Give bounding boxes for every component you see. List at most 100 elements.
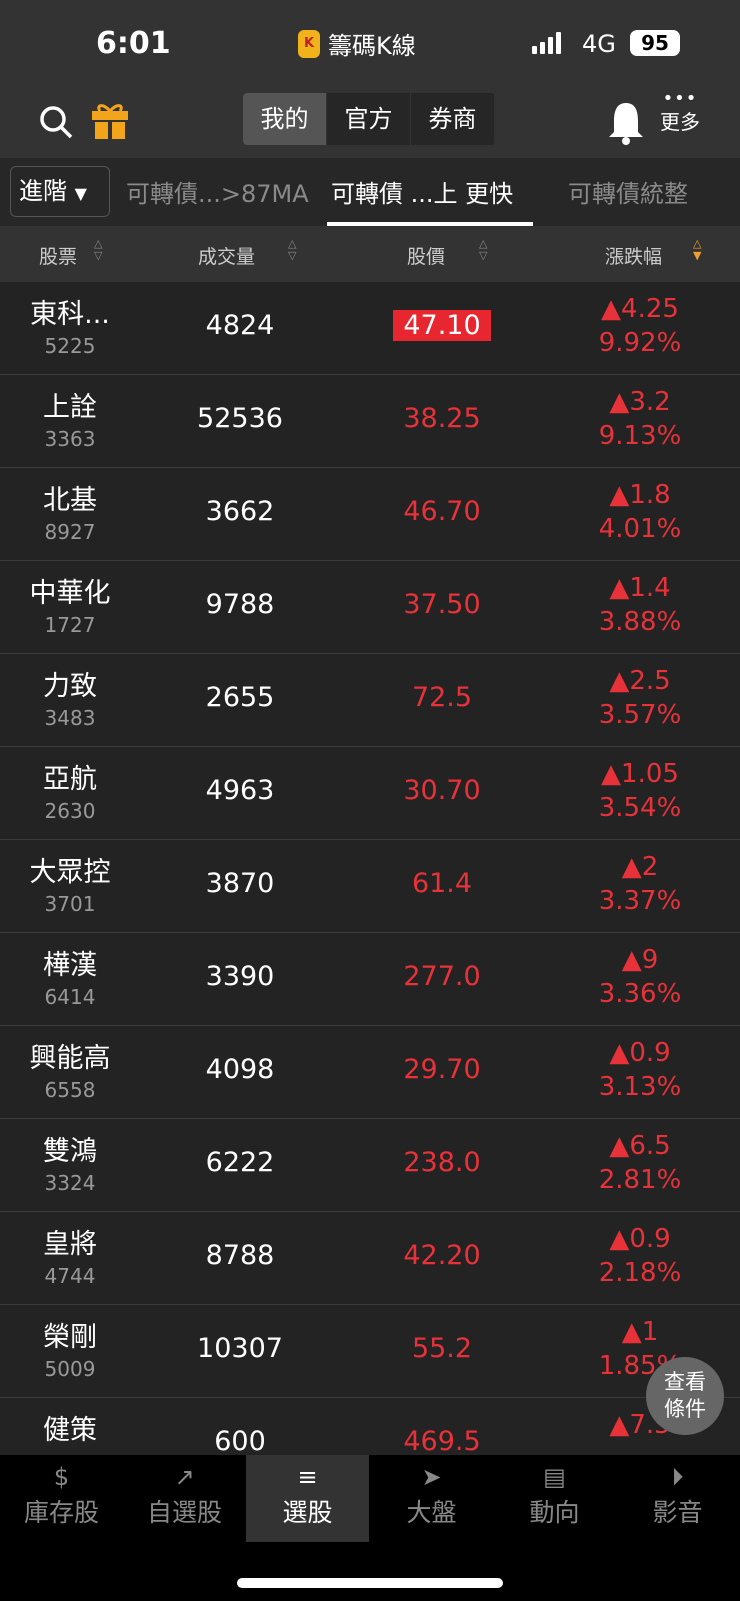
price: 47.10 <box>372 310 512 341</box>
caret-down-icon: ▼ <box>74 184 87 203</box>
bell-icon[interactable] <box>606 100 646 146</box>
network-type: 4G <box>582 30 616 58</box>
volume: 10307 <box>197 1333 283 1364</box>
more-dots-icon: ••• <box>662 88 698 109</box>
price-value: 38.25 <box>403 403 481 434</box>
source-segmented-control: 我的 官方 券商 <box>243 93 495 145</box>
change: ▲6.5 2.81% <box>560 1129 720 1197</box>
volume: 4098 <box>205 1054 275 1085</box>
tab-convertible-faster[interactable]: 可轉債 ...上 更快 <box>331 180 514 208</box>
segment-0[interactable]: 我的 <box>243 93 327 145</box>
news-icon: ▤ <box>543 1463 566 1491</box>
change-percent: 3.36% <box>598 979 682 1009</box>
app-title: K 籌碼K線 <box>298 26 416 61</box>
price-value: 72.5 <box>411 682 473 713</box>
change-amount: ▲2 <box>621 852 659 882</box>
play-circle-icon: ⏵ <box>671 1463 684 1491</box>
col-price[interactable]: 股價 <box>407 246 446 268</box>
sort-desc-active-icon[interactable]: △ ▼ <box>693 237 702 262</box>
price-value: 55.2 <box>411 1333 473 1364</box>
advanced-dropdown[interactable]: 進階 ▼ <box>10 166 110 217</box>
table-row[interactable]: 上詮 3363 52536 38.25 ▲3.2 9.13% <box>0 375 740 468</box>
col-volume[interactable]: 成交量 <box>198 246 256 268</box>
change: ▲2.5 3.57% <box>560 664 720 732</box>
table-row[interactable]: 中華化 1727 9788 37.50 ▲1.4 3.88% <box>0 561 740 654</box>
stock-code: 2630 <box>44 799 96 823</box>
stock-name: 上詮 <box>43 392 97 423</box>
price: 277.0 <box>372 961 512 992</box>
table-row[interactable]: 北基 8927 3662 46.70 ▲1.8 4.01% <box>0 468 740 561</box>
volume: 4824 <box>205 310 275 341</box>
stock-name: 興能高 <box>29 1043 111 1074</box>
table-row[interactable]: 興能高 6558 4098 29.70 ▲0.9 3.13% <box>0 1026 740 1119</box>
more-label: 更多 <box>660 110 700 134</box>
price: 238.0 <box>372 1147 512 1178</box>
table-row[interactable]: 皇將 4744 8788 42.20 ▲0.9 2.18% <box>0 1212 740 1305</box>
price-value: 61.4 <box>411 868 473 899</box>
stock-name: 北基 <box>43 485 97 516</box>
price: 30.70 <box>372 775 512 806</box>
advanced-label: 進階 <box>19 177 67 205</box>
nav-item-4[interactable]: ▤ 動向 <box>493 1455 616 1542</box>
stock-code: 8927 <box>44 520 96 544</box>
stock-list: 東科... 5225 4824 47.10 ▲4.25 9.92% 上詮 3363 52536 3… <box>0 282 740 1455</box>
nav-item-3[interactable]: ➤ 大盤 <box>370 1455 493 1542</box>
table-row[interactable]: 亞航 2630 4963 30.70 ▲1.05 3.54% <box>0 747 740 840</box>
view-conditions-button[interactable]: 查看 條件 <box>646 1357 724 1435</box>
more-button[interactable]: ••• 更多 <box>660 88 700 135</box>
price: 42.20 <box>372 1240 512 1271</box>
change: ▲0.9 2.18% <box>560 1222 720 1290</box>
price-value: 30.70 <box>403 775 481 806</box>
table-row[interactable]: 雙鴻 3324 6222 238.0 ▲6.5 2.81% <box>0 1119 740 1212</box>
tab-convertible-87ma[interactable]: 可轉債...>87MA <box>126 180 309 208</box>
sort-icon[interactable]: △ ▽ <box>288 237 297 262</box>
sort-icon[interactable]: △ ▽ <box>94 237 103 262</box>
volume: 8788 <box>205 1240 275 1271</box>
bottom-nav: $ 庫存股 ↗ 自選股 ≡ 選股 ➤ 大盤 ▤ 動向 ⏵ 影音 <box>0 1455 740 1601</box>
battery-icon: 95 <box>630 30 680 56</box>
search-icon[interactable] <box>38 104 74 140</box>
table-row[interactable]: 樺漢 6414 3390 277.0 ▲9 3.36% <box>0 933 740 1026</box>
chart-line-icon: ↗ <box>174 1463 195 1491</box>
change-amount: ▲1 <box>621 1317 659 1347</box>
change-percent: 3.57% <box>598 700 682 730</box>
money-hand-icon: $ <box>53 1463 70 1491</box>
tab-convertible-summary[interactable]: 可轉債統整 <box>568 180 688 208</box>
nav-item-5[interactable]: ⏵ 影音 <box>616 1455 739 1542</box>
table-row[interactable]: 力致 3483 2655 72.5 ▲2.5 3.57% <box>0 654 740 747</box>
volume: 52536 <box>197 403 283 434</box>
top-bar: 我的 官方 券商 ••• 更多 <box>0 88 740 158</box>
price: 72.5 <box>372 682 512 713</box>
nav-item-1[interactable]: ↗ 自選股 <box>123 1455 246 1542</box>
volume: 4963 <box>205 775 275 806</box>
change-amount: ▲0.9 <box>609 1224 671 1254</box>
volume: 3390 <box>205 961 275 992</box>
segment-1[interactable]: 官方 <box>327 93 411 145</box>
table-row[interactable]: 健策 600 469.5 ▲7.5 <box>0 1398 740 1455</box>
price: 61.4 <box>372 868 512 899</box>
table-row[interactable]: 榮剛 5009 10307 55.2 ▲1 1.85% <box>0 1305 740 1398</box>
table-row[interactable]: 大眾控 3701 3870 61.4 ▲2 3.37% <box>0 840 740 933</box>
price-value: 42.20 <box>403 1240 481 1271</box>
table-row[interactable]: 東科... 5225 4824 47.10 ▲4.25 9.92% <box>0 282 740 375</box>
sort-icon[interactable]: △ ▽ <box>479 237 488 262</box>
stock-code: 4744 <box>44 1264 96 1288</box>
stock-name: 力致 <box>43 671 97 702</box>
nav-item-2[interactable]: ≡ 選股 <box>246 1455 369 1542</box>
gift-icon[interactable] <box>90 100 130 140</box>
col-change[interactable]: 漲跌幅 <box>605 246 663 268</box>
change-amount: ▲0.9 <box>609 1038 671 1068</box>
stock-name: 皇將 <box>43 1229 97 1260</box>
segment-2[interactable]: 券商 <box>411 93 495 145</box>
change: ▲2 3.37% <box>560 850 720 918</box>
stock-name: 大眾控 <box>29 857 111 888</box>
change-percent: 3.13% <box>598 1072 682 1102</box>
stock-code: 3701 <box>44 892 96 916</box>
price-value: 37.50 <box>403 589 481 620</box>
home-indicator[interactable] <box>237 1578 503 1588</box>
price-value: 277.0 <box>403 961 481 992</box>
nav-item-0[interactable]: $ 庫存股 <box>0 1455 123 1542</box>
col-stock[interactable]: 股票 <box>39 246 78 268</box>
screener-tabs: 進階 ▼ 可轉債...>87MA 可轉債 ...上 更快 可轉債統整 <box>0 158 740 226</box>
fab-label: 條件 <box>664 1397 706 1421</box>
